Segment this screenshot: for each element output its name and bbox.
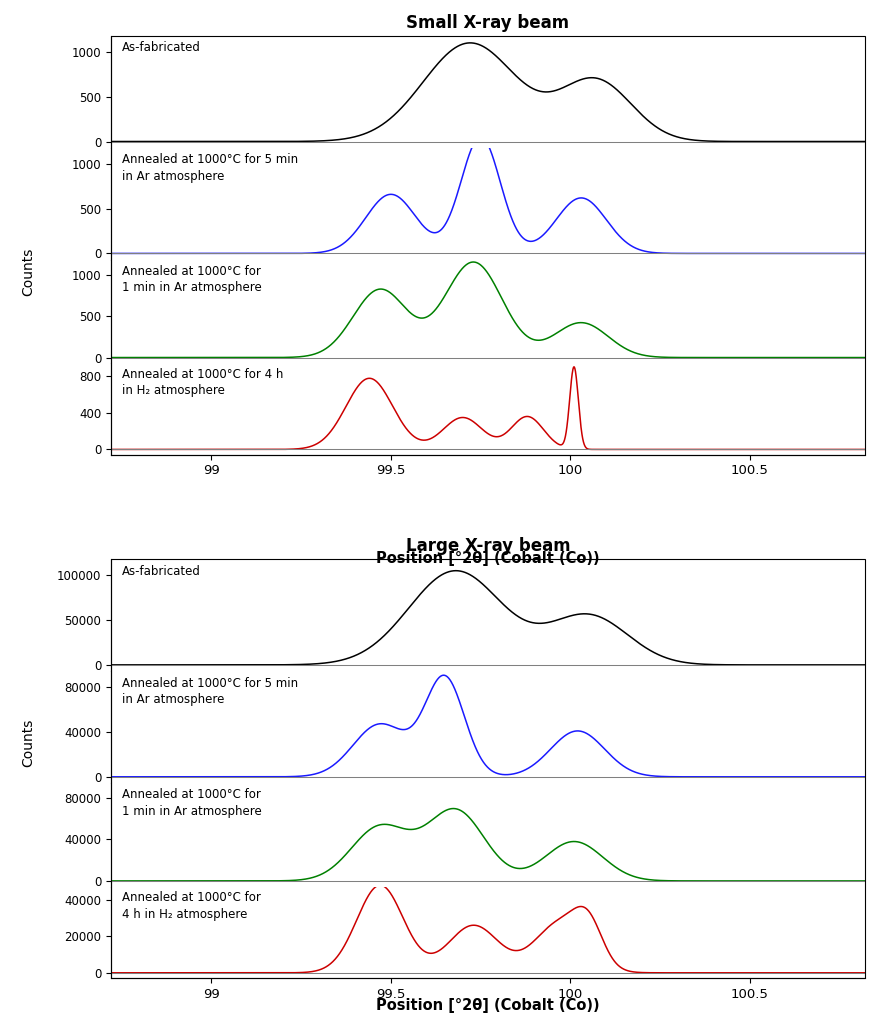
Title: Large X-ray beam: Large X-ray beam (405, 537, 570, 555)
Text: As-fabricated: As-fabricated (122, 565, 201, 578)
Text: Annealed at 1000°C for
1 min in Ar atmosphere: Annealed at 1000°C for 1 min in Ar atmos… (122, 788, 261, 818)
Title: Small X-ray beam: Small X-ray beam (406, 13, 569, 32)
Text: Annealed at 1000°C for 5 min
in Ar atmosphere: Annealed at 1000°C for 5 min in Ar atmos… (122, 677, 298, 707)
Text: Counts: Counts (21, 718, 35, 767)
Text: Position [°2θ] (Cobalt (Co)): Position [°2θ] (Cobalt (Co)) (376, 551, 599, 565)
Text: Annealed at 1000°C for 4 h
in H₂ atmosphere: Annealed at 1000°C for 4 h in H₂ atmosph… (122, 368, 284, 397)
Text: Counts: Counts (21, 247, 35, 296)
Text: Annealed at 1000°C for
4 h in H₂ atmosphere: Annealed at 1000°C for 4 h in H₂ atmosph… (122, 891, 260, 921)
Text: Position [°2θ] (Cobalt (Co)): Position [°2θ] (Cobalt (Co)) (376, 998, 599, 1013)
Text: Annealed at 1000°C for 5 min
in Ar atmosphere: Annealed at 1000°C for 5 min in Ar atmos… (122, 154, 298, 183)
Text: Annealed at 1000°C for
1 min in Ar atmosphere: Annealed at 1000°C for 1 min in Ar atmos… (122, 265, 261, 294)
Text: As-fabricated: As-fabricated (122, 41, 201, 54)
